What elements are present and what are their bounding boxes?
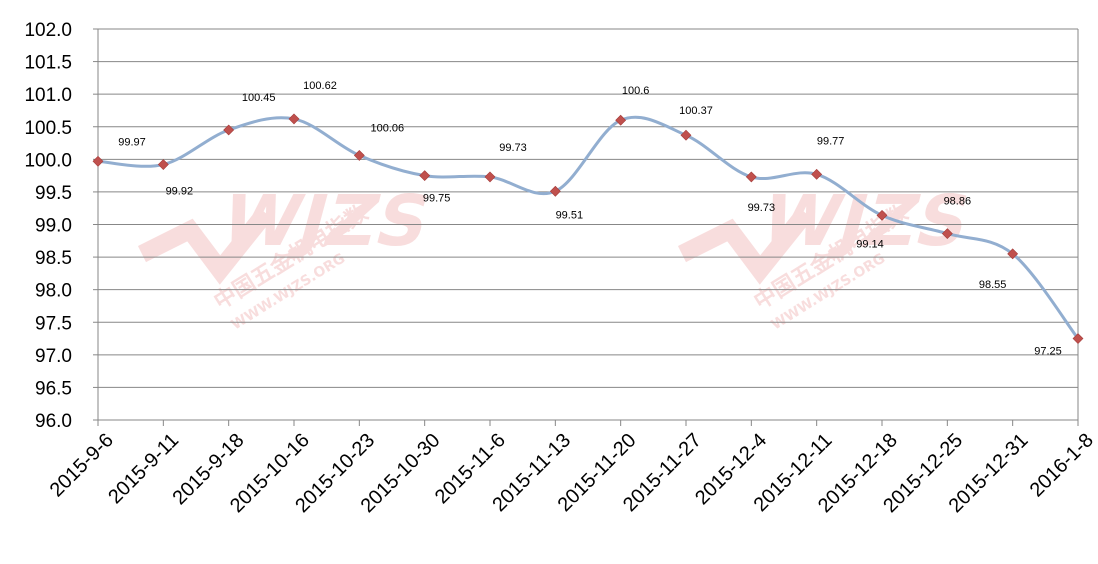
- data-point-marker: [419, 170, 431, 182]
- data-point-marker: [615, 114, 627, 126]
- data-point-marker: [484, 171, 496, 183]
- data-point-marker: [1072, 333, 1084, 344]
- y-tick-label: 102.0: [24, 20, 72, 41]
- series-line: [97, 115, 1080, 340]
- data-point-marker: [1007, 248, 1019, 260]
- gridlines: [98, 28, 1078, 388]
- data-label: 100.6: [622, 85, 650, 97]
- y-tick-label: 96.5: [35, 378, 72, 399]
- data-label: 99.73: [499, 142, 527, 154]
- data-point-marker: [876, 209, 888, 221]
- watermark-logo: WJZS: [213, 180, 439, 262]
- data-labels: 99.97 99.92 100.45 100.62 100.06 99.75 99.73 99…: [118, 80, 1062, 358]
- data-point-marker: [745, 171, 757, 183]
- y-tick-label: 100.5: [24, 118, 72, 139]
- y-tick-label: 98.5: [35, 248, 72, 269]
- data-point-marker: [353, 149, 365, 161]
- data-label: 98.55: [979, 279, 1007, 291]
- y-tick-label: 98.0: [35, 281, 72, 302]
- axes: [93, 28, 1079, 426]
- data-label: 99.14: [856, 238, 884, 250]
- data-label: 99.92: [166, 186, 194, 198]
- data-point-marker: [157, 159, 169, 170]
- data-label: 99.97: [118, 136, 146, 148]
- series-markers: [92, 113, 1084, 344]
- y-tick-label: 96.0: [35, 411, 72, 432]
- y-tick-label: 97.5: [35, 313, 72, 334]
- data-label: 100.37: [679, 105, 713, 117]
- x-axis-ticks: 2015-9-62015-9-112015-9-182015-10-162015…: [46, 429, 1098, 517]
- data-label: 99.51: [556, 209, 584, 221]
- data-label: 98.86: [944, 196, 972, 208]
- data-label: 100.45: [242, 92, 276, 104]
- y-tick-label: 99.0: [35, 216, 72, 237]
- data-point-marker: [223, 124, 235, 136]
- data-point-marker: [288, 113, 300, 125]
- data-label: 99.77: [817, 135, 845, 147]
- watermark-logo: WJZS: [753, 180, 979, 262]
- series-line-path: [97, 115, 1080, 340]
- data-label: 100.62: [303, 80, 337, 92]
- y-axis-ticks: 96.0 96.5 97.0 97.5 98.0 98.5 99.0 99.5 100.0 100…: [24, 20, 72, 432]
- data-point-marker: [680, 129, 692, 141]
- y-tick-label: 101.0: [24, 85, 72, 106]
- data-label: 97.25: [1034, 346, 1062, 358]
- y-tick-label: 100.0: [24, 150, 72, 171]
- data-label: 99.73: [748, 202, 776, 214]
- data-point-marker: [549, 185, 561, 197]
- y-tick-label: 101.5: [24, 53, 72, 74]
- y-tick-label: 97.0: [35, 346, 72, 367]
- x-tick-label: 2016-1-8: [1026, 429, 1098, 501]
- data-label: 99.75: [423, 193, 451, 205]
- data-point-marker: [92, 155, 104, 167]
- data-point-marker: [941, 228, 953, 240]
- data-label: 100.06: [371, 122, 405, 134]
- y-tick-label: 99.5: [35, 183, 72, 204]
- data-point-marker: [811, 168, 823, 180]
